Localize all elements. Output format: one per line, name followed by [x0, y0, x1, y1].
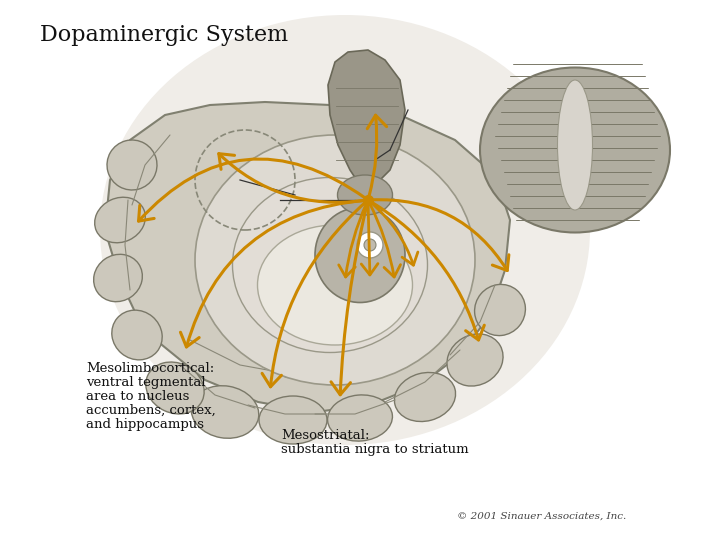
FancyArrowPatch shape	[369, 202, 400, 277]
Ellipse shape	[259, 396, 327, 444]
Ellipse shape	[338, 175, 392, 215]
Text: Mesolimbocortical:: Mesolimbocortical:	[86, 362, 215, 375]
Ellipse shape	[474, 285, 526, 335]
Ellipse shape	[395, 373, 456, 422]
Text: Dopaminergic System: Dopaminergic System	[40, 24, 288, 46]
Ellipse shape	[94, 254, 143, 302]
Ellipse shape	[328, 395, 392, 441]
FancyArrowPatch shape	[338, 202, 367, 277]
FancyArrowPatch shape	[367, 115, 387, 197]
Ellipse shape	[480, 68, 670, 233]
Ellipse shape	[447, 334, 503, 386]
Text: and hippocampus: and hippocampus	[86, 418, 204, 431]
Ellipse shape	[146, 362, 204, 414]
FancyArrowPatch shape	[370, 201, 485, 340]
Text: accumbens, cortex,: accumbens, cortex,	[86, 404, 216, 417]
FancyArrowPatch shape	[331, 202, 367, 395]
Ellipse shape	[258, 225, 413, 345]
Circle shape	[357, 232, 383, 258]
Polygon shape	[105, 102, 510, 412]
Ellipse shape	[315, 207, 405, 302]
FancyArrowPatch shape	[361, 203, 378, 275]
FancyArrowPatch shape	[370, 202, 418, 265]
Ellipse shape	[100, 15, 590, 445]
FancyArrowPatch shape	[371, 200, 509, 271]
Text: substantia nigra to striatum: substantia nigra to striatum	[281, 443, 469, 456]
Polygon shape	[328, 50, 405, 185]
FancyArrowPatch shape	[262, 202, 366, 387]
Text: © 2001 Sinauer Associates, Inc.: © 2001 Sinauer Associates, Inc.	[457, 512, 626, 521]
Ellipse shape	[233, 178, 428, 353]
Ellipse shape	[192, 386, 258, 438]
Ellipse shape	[112, 310, 162, 360]
Ellipse shape	[195, 135, 475, 385]
Ellipse shape	[107, 140, 157, 190]
Text: Mesostriatal:: Mesostriatal:	[281, 429, 369, 442]
FancyArrowPatch shape	[219, 154, 365, 202]
Ellipse shape	[557, 80, 593, 210]
FancyArrowPatch shape	[138, 159, 366, 221]
Ellipse shape	[94, 197, 145, 243]
Circle shape	[364, 239, 376, 251]
Text: ventral tegmental: ventral tegmental	[86, 376, 206, 389]
Text: area to nucleus: area to nucleus	[86, 390, 190, 403]
FancyArrowPatch shape	[181, 200, 365, 347]
